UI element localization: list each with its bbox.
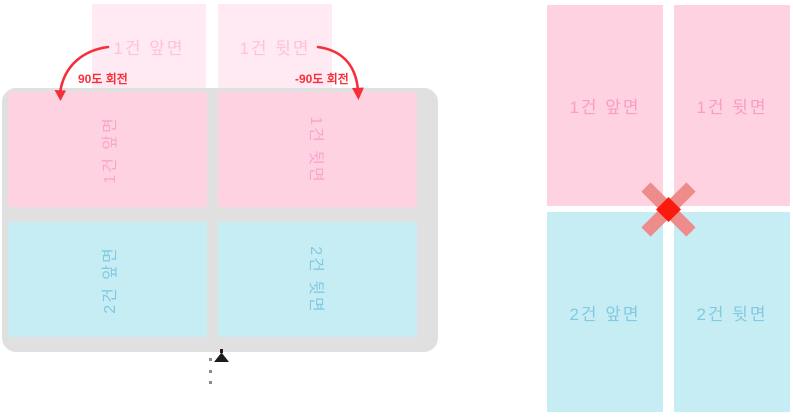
wrong-panel-1-front-label: 1건 앞면 [569,98,641,117]
wrong-panel-1-back-label: 1건 뒷면 [696,98,768,117]
sheet-cell-1-front: 1건 앞면 [8,92,207,207]
sheet-cell-1-front-label: 1건 앞면 [101,115,119,184]
sheet-cell-1-back: 1건 뒷면 [218,92,417,207]
wrong-panel-1-front: 1건 앞면 [547,5,663,206]
sheet-cell-2-front: 2건 앞면 [8,222,207,337]
wrong-panel-2-back: 2건 뒷면 [674,212,790,412]
wrong-panel-2-front-label: 2건 앞면 [569,304,641,324]
cut-marker-icon [209,349,229,384]
source-card-back-label: 1건 뒷면 [239,38,311,58]
source-card-front: 1건 앞면 [92,4,206,88]
wrong-panel-1-back: 1건 뒷면 [674,5,790,206]
source-card-back: 1건 뒷면 [218,4,332,88]
sheet-cell-2-back: 2건 뒷면 [218,222,417,337]
x-mark-icon [641,182,696,237]
wrong-panel-2-front: 2건 앞면 [547,212,663,412]
wrong-panel-2-back-label: 2건 뒷면 [696,304,768,324]
rotation-label-ccw: -90도 회전 [295,72,349,86]
source-card-front-label: 1건 앞면 [113,38,185,58]
sheet-cell-2-front-label: 2건 앞면 [101,245,119,314]
sheet-cell-2-back-label: 2건 뒷면 [306,245,324,314]
rotation-label-cw: 90도 회전 [78,72,128,86]
sheet-cell-1-back-label: 1건 뒷면 [306,115,324,184]
